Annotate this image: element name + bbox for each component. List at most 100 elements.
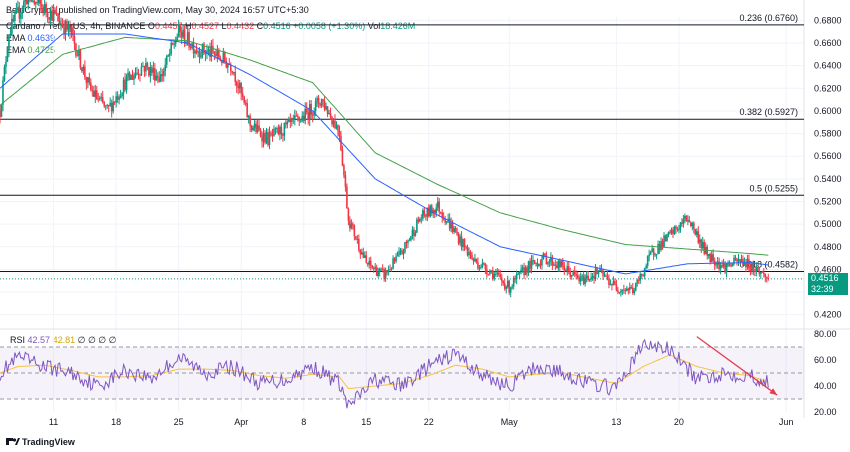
candle-37 (54, 7, 56, 15)
candle-body-381 (566, 266, 569, 272)
candle-336 (499, 269, 502, 280)
candle-97 (143, 65, 146, 77)
time-axis[interactable]: 11 18 25 Apr 8 15 22 May 13 20 Jun (49, 417, 793, 427)
candle-body-278 (413, 229, 415, 236)
candle-body-299 (444, 219, 446, 223)
candle-465 (691, 221, 694, 231)
candle-body-118 (174, 41, 177, 45)
candle-body-445 (661, 241, 664, 248)
candle-169 (250, 124, 253, 133)
time-tick-label-2: 25 (174, 417, 184, 427)
candle-body-157 (232, 72, 235, 73)
candle-214 (317, 94, 320, 109)
candle-body-470 (698, 239, 701, 243)
candle-353 (524, 265, 527, 276)
candle-body-128 (189, 47, 192, 49)
candle-468 (696, 228, 698, 238)
candle-body-277 (411, 229, 414, 237)
candle-53 (78, 45, 80, 60)
candle-body-494 (734, 257, 737, 259)
candle-body-391 (581, 275, 583, 277)
candle-96 (142, 61, 144, 68)
rsi-trend-arrow-line (696, 336, 778, 396)
candle-272 (404, 241, 406, 254)
candle-body-117 (173, 44, 175, 45)
candle-body-27 (39, 0, 41, 4)
candle-159 (235, 80, 238, 94)
candle-body-403 (599, 268, 601, 272)
candle-198 (294, 109, 296, 126)
candle-75 (110, 99, 113, 118)
candle-437 (649, 250, 652, 255)
ema1-legend[interactable]: EMA 0.4639 (6, 33, 55, 44)
candle-body-478 (710, 254, 713, 262)
candle-176 (261, 131, 263, 148)
candle-body-89 (131, 74, 134, 80)
candle-430 (639, 270, 642, 284)
candle-body-314 (466, 246, 469, 256)
candle-510 (758, 267, 761, 277)
candle-body-114 (168, 53, 171, 56)
candle-body-123 (182, 29, 184, 38)
candle-body-491 (730, 265, 732, 267)
candle-146 (216, 44, 219, 63)
time-tick-label-1: 18 (111, 417, 121, 427)
candle-body-211 (313, 111, 315, 116)
candle-49 (72, 23, 74, 41)
candle-254 (377, 267, 379, 279)
candle-body-144 (213, 51, 216, 54)
candle-body-54 (79, 49, 82, 68)
candle-body-426 (633, 290, 636, 293)
rsi-ma-value: 42.81 (52, 335, 76, 345)
rsi-legend[interactable]: RSI 42.57 42.81 ∅ ∅ ∅ ∅ (10, 335, 117, 346)
candle-body-307 (456, 231, 458, 235)
ema2-legend[interactable]: EMA 0.4725 (6, 45, 55, 56)
candle-body-198 (294, 115, 296, 120)
candle-83 (122, 77, 125, 100)
candle-192 (285, 118, 287, 129)
candle-body-77 (113, 101, 116, 103)
candle-body-55 (81, 67, 83, 72)
candle-body-369 (548, 260, 551, 263)
candle-body-80 (118, 97, 120, 100)
candle-body-344 (511, 286, 513, 288)
candle-127 (188, 27, 190, 51)
candle-130 (192, 37, 195, 59)
candle-body-244 (362, 252, 365, 258)
candle-259 (384, 267, 387, 282)
price-tick-label-4: 0.6000 (814, 106, 842, 116)
candle-264 (392, 255, 394, 270)
candle-body-361 (536, 263, 539, 267)
candle-320 (475, 258, 478, 264)
candle-387 (575, 270, 577, 280)
candle-11 (15, 2, 18, 14)
symbol-name[interactable]: Cardano / TetherUS, 4h, BINANCE (6, 21, 146, 31)
price-axis[interactable]: 0.6800 0.6600 0.6400 0.6200 0.6000 0.5800 0.56… (814, 15, 842, 417)
candle-274 (407, 239, 409, 249)
candle-270 (401, 248, 403, 256)
candle-364 (541, 254, 543, 270)
candle-body-194 (288, 118, 290, 122)
candle-440 (654, 252, 656, 257)
candle-body-204 (302, 115, 305, 121)
candle-461 (685, 215, 688, 222)
candle-body-284 (422, 210, 424, 219)
candle-115 (170, 40, 173, 56)
candle-188 (279, 124, 281, 141)
candle-body-477 (709, 253, 711, 262)
candle-body-1 (0, 104, 3, 117)
candle-body-513 (763, 272, 765, 275)
candle-21 (30, 0, 33, 3)
candle-244 (362, 247, 365, 259)
candle-332 (493, 271, 496, 281)
candle-body-163 (241, 93, 244, 97)
candle-body-333 (495, 273, 497, 275)
candle-263 (390, 267, 393, 272)
price-tick-label-1: 0.6600 (814, 38, 842, 48)
candle-body-468 (696, 231, 698, 235)
candle-body-199 (295, 115, 298, 117)
candle-body-99 (146, 63, 149, 68)
candle-485 (721, 260, 723, 268)
candle-body-248 (368, 260, 371, 265)
